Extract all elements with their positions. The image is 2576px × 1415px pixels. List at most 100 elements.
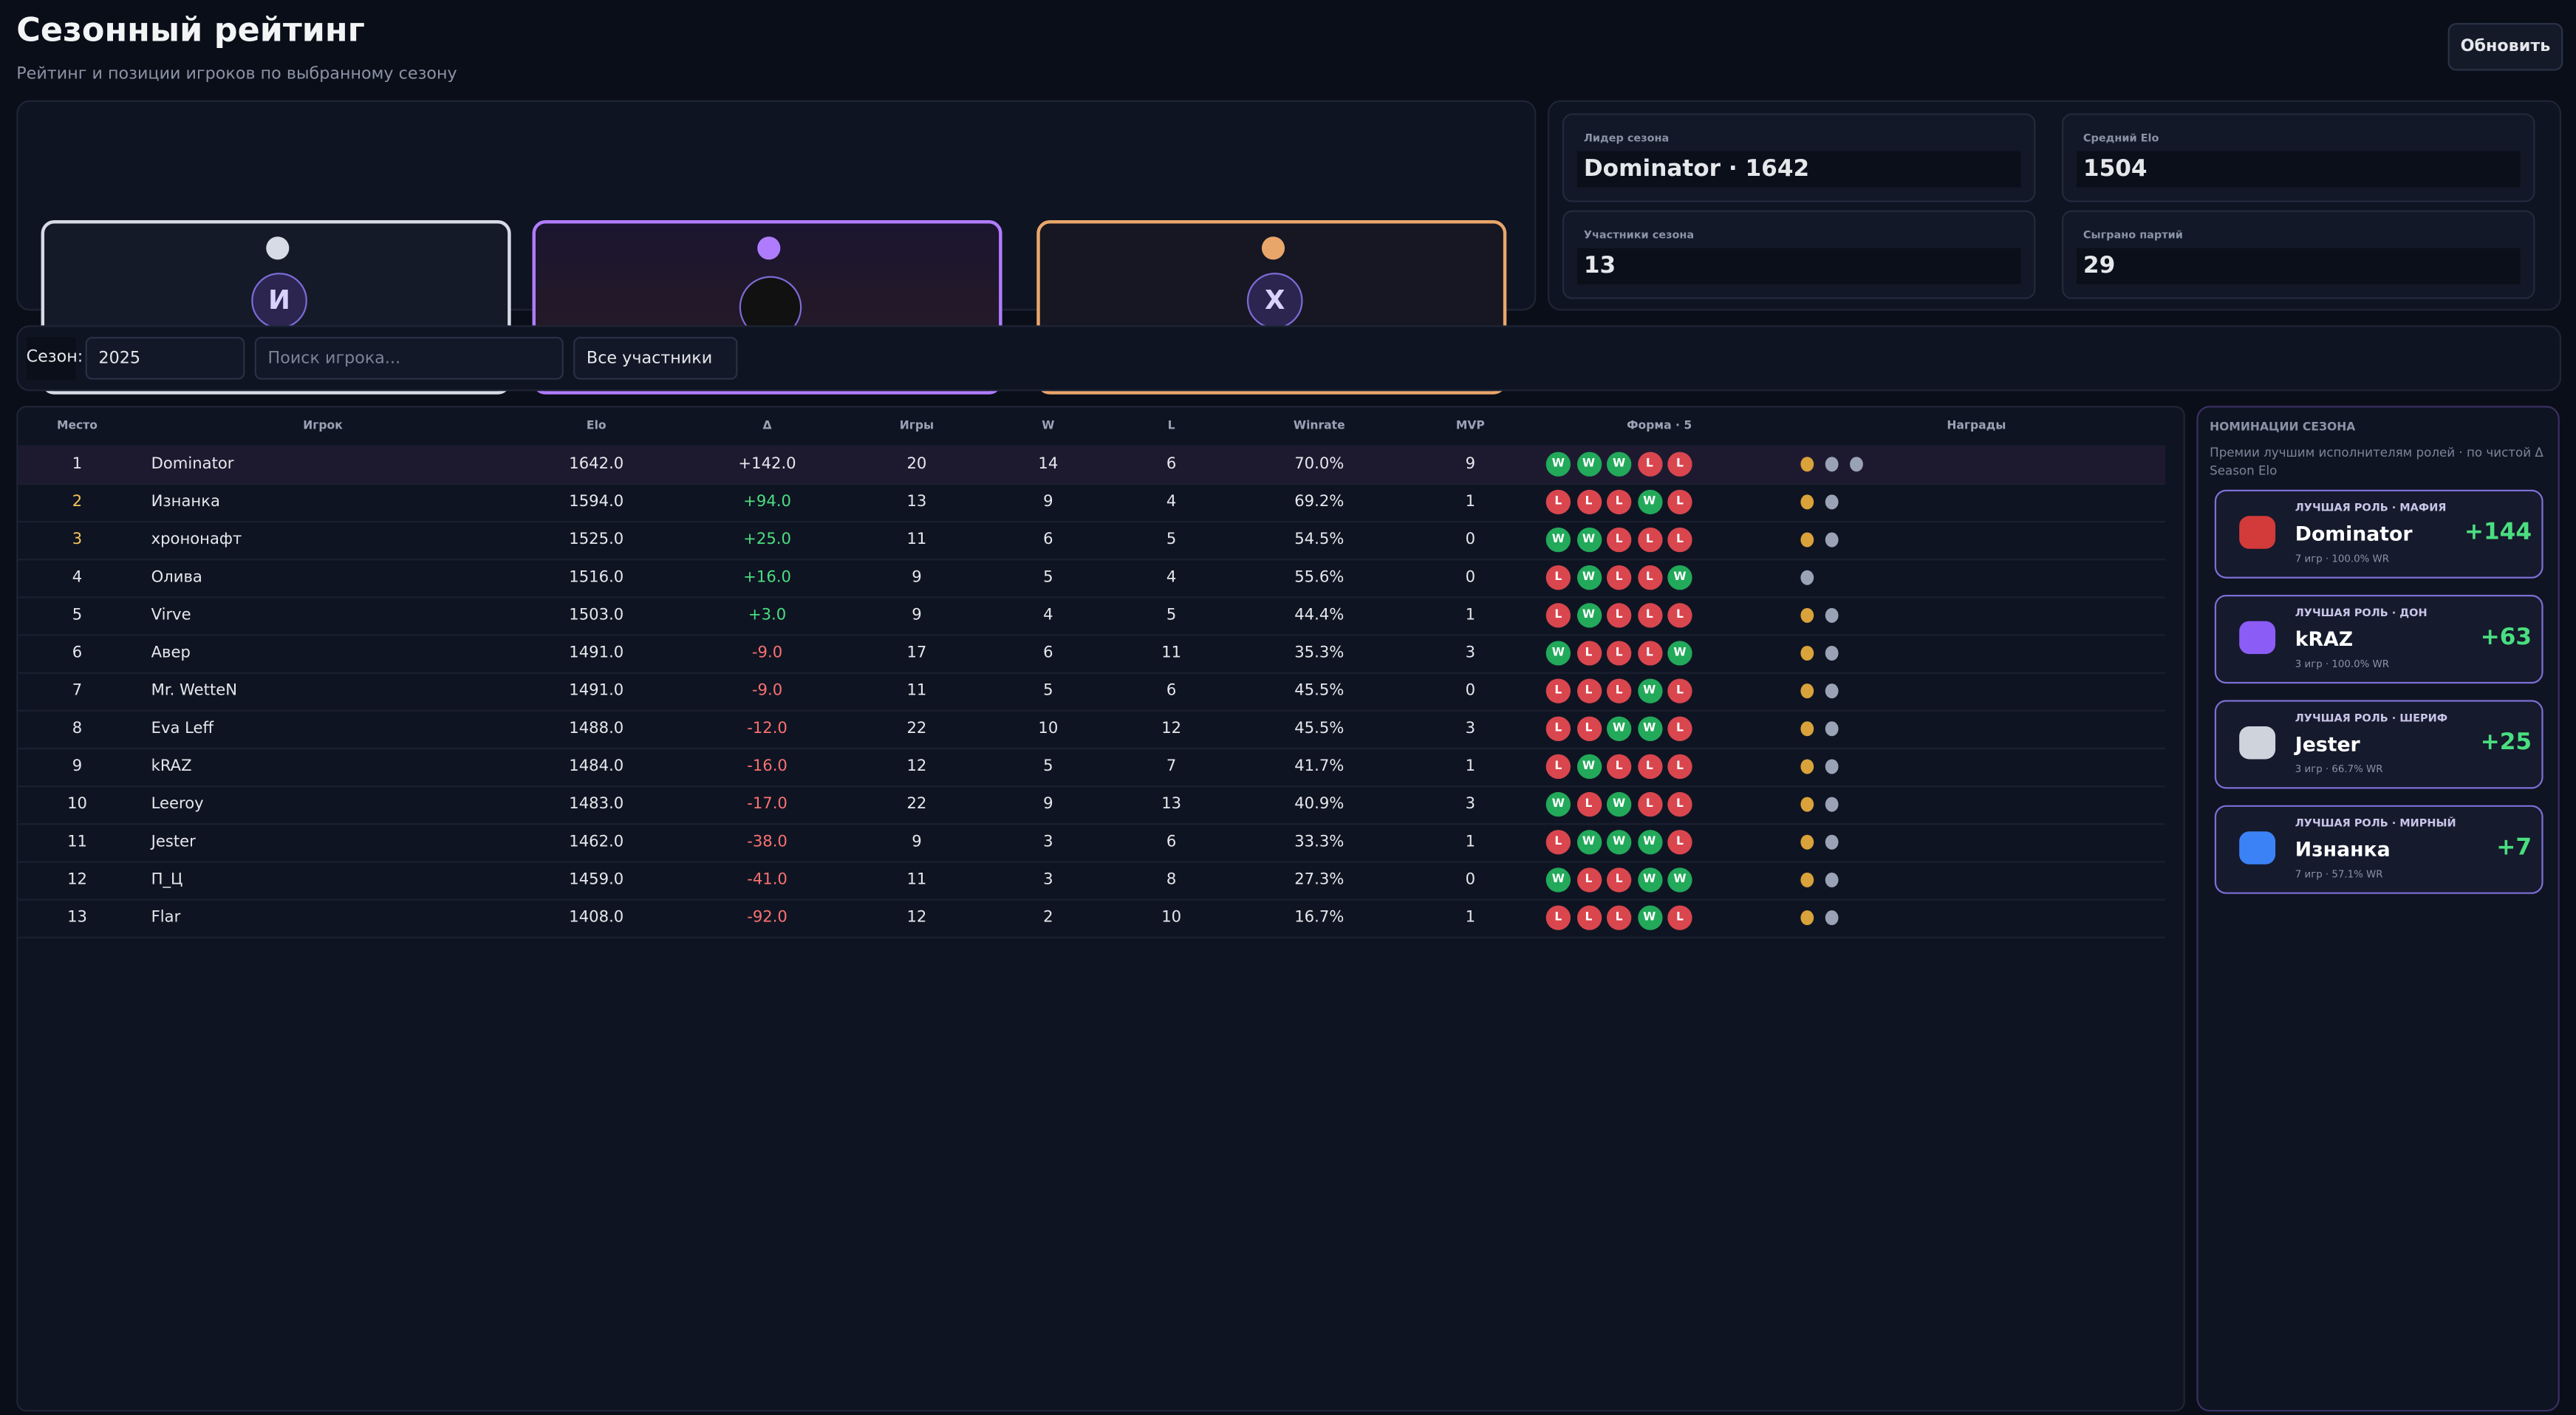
form-badge: L [1545,905,1571,930]
stat-card: Средний Elo 1504 [2061,113,2535,202]
form-badge: W [1606,791,1632,817]
nomination-card[interactable]: ЛУЧШАЯ РОЛЬ · ДОН kRAZ 3 игр · 100.0% WR +6… [2214,595,2543,684]
column-header[interactable]: Winrate [1293,419,1345,432]
table-row[interactable]: 9 kRAZ 1484.0 -16.0 12 5 7 41.7% 1 L W L L L [18,748,2166,788]
form-badge: L [1637,754,1662,780]
form-badge: L [1667,489,1692,515]
award-icon [1800,607,1814,623]
column-header[interactable]: Elo [586,419,607,432]
table-row[interactable]: 6 Авер 1491.0 -9.0 17 6 11 35.3% 3 W L L L W [18,634,2166,674]
player-name: Изнанка [2295,838,2391,862]
nomination-card[interactable]: ЛУЧШАЯ РОЛЬ · ШЕРИФ Jester 3 игр · 66.7% W… [2214,700,2543,789]
cell: 1 [1465,833,1476,851]
cell: 3 [72,531,83,549]
cell: 9 [1465,455,1476,474]
cell: 9 [1043,493,1053,511]
table-row[interactable]: 2 Изнанка 1594.0 +94.0 13 9 4 69.2% 1 L L L W L [18,483,2166,523]
cell: 33.3% [1294,833,1345,851]
table-row[interactable]: 5 Virve 1503.0 +3.0 9 4 5 44.4% 1 L W L L L [18,596,2166,636]
player-name: Dominator [2295,522,2413,546]
award-icon [1800,910,1814,926]
column-header[interactable]: L [1167,419,1175,432]
search-input[interactable]: Поиск игрока... [254,336,564,380]
table-row[interactable]: 4 Олива 1516.0 +16.0 9 5 4 55.6% 0 L W L L W [18,559,2166,599]
cell: 5 [72,606,83,625]
group-select[interactable]: Все участники [573,336,738,380]
cell: 11 [906,531,927,549]
form-badge: W [1576,603,1602,628]
form-badge: L [1667,830,1692,855]
cell: 5 [1043,757,1053,776]
column-header[interactable]: Место [57,419,98,432]
cell: 45.5% [1294,681,1345,700]
player-meta: 7 игр · 100.0% WR [2295,553,2390,566]
stat-label: Средний Elo [2083,131,2159,145]
cell: +25.0 [743,531,791,549]
cell: 5 [1166,531,1177,549]
form-badge: L [1606,603,1632,628]
column-header[interactable]: W [1042,419,1055,432]
season-select[interactable]: 2025 [85,336,245,380]
page-subtitle: Рейтинг и позиции игроков по выбранному … [16,65,457,84]
cell: 12 [906,757,927,776]
form-badge: L [1667,754,1692,780]
role-label: ЛУЧШАЯ РОЛЬ · ДОН [2295,606,2428,620]
refresh-button[interactable]: Обновить [2447,23,2563,71]
nomination-card[interactable]: ЛУЧШАЯ РОЛЬ · МИРНЫЙ Изнанка 7 игр · 57.1%… [2214,805,2543,894]
cell: 0 [1465,531,1476,549]
cell: -9.0 [751,681,783,700]
form-badge: W [1545,641,1571,666]
award-icon [1825,607,1839,623]
table-row[interactable]: 1 Dominator 1642.0 +142.0 20 14 6 70.0% 9 W W W L L [18,445,2166,485]
cell: 1 [1465,908,1476,927]
table-row[interactable]: 3 хрононафт 1525.0 +25.0 11 6 5 54.5% 0 W W L L L [18,521,2166,561]
cell: 3 [1043,870,1053,890]
stat-label: Сыграно партий [2083,228,2183,242]
award-icon [1800,457,1814,472]
column-header[interactable]: Награды [1947,419,2006,432]
form-badge: L [1667,716,1692,741]
award-icon [1825,532,1839,548]
table-row[interactable]: 7 Mr. WetteN 1491.0 -9.0 11 5 6 45.5% 0 L L L W L [18,672,2166,712]
column-header[interactable]: Форма · 5 [1627,419,1692,432]
cell: 0 [1465,681,1476,700]
cell: 1491.0 [569,644,624,663]
column-header[interactable]: Игрок [303,419,343,432]
form-badge: W [1667,641,1692,666]
elo-delta: +25 [2480,729,2532,756]
nomination-card[interactable]: ЛУЧШАЯ РОЛЬ · МАФИЯ Dominator 7 игр · 100.… [2214,489,2543,579]
cell: 3 [1465,720,1476,738]
cell: 1525.0 [569,531,624,549]
award-icon [1825,645,1839,661]
cell: 1484.0 [569,757,624,776]
form-badge: L [1576,489,1602,515]
cell: 2 [72,493,83,511]
nominations-title: НОМИНАЦИИ СЕЗОНА [2210,420,2356,434]
medal-icon [1261,236,1285,260]
table-row[interactable]: 10 Leeroy 1483.0 -17.0 22 9 13 40.9% 3 W L W L L [18,785,2166,825]
award-icon [1825,721,1839,737]
cell: 1503.0 [569,606,624,625]
form-badge: L [1667,678,1692,703]
table-row[interactable]: 13 Flar 1408.0 -92.0 12 2 10 16.7% 1 L L L W L [18,899,2166,938]
stat-value: 29 [2077,248,2521,284]
cell: +3.0 [748,606,787,625]
form-badge: L [1545,678,1571,703]
table-row[interactable]: 8 Eva Leff 1488.0 -12.0 22 10 12 45.5% 3 L L W W L [18,710,2166,750]
elo-delta: +144 [2464,519,2532,546]
table-row[interactable]: 11 Jester 1462.0 -38.0 9 3 6 33.3% 1 L W W W L [18,823,2166,863]
column-header[interactable]: MVP [1455,419,1485,432]
form-badge: W [1576,565,1602,590]
elo-delta: +7 [2496,834,2532,862]
cell: +16.0 [743,568,791,587]
stat-value: 13 [1576,248,2021,284]
column-header[interactable]: Δ [762,419,772,432]
role-label: ЛУЧШАЯ РОЛЬ · ШЕРИФ [2295,711,2448,725]
table-row[interactable]: 12 П_Ц 1459.0 -41.0 11 3 8 27.3% 0 W L L W W [18,861,2166,901]
cell: 1408.0 [569,908,624,927]
form-badge: W [1606,716,1632,741]
cell: 5 [1043,681,1053,700]
cell: Flar [151,908,181,927]
form-badge: W [1667,867,1692,893]
column-header[interactable]: Игры [899,419,935,432]
